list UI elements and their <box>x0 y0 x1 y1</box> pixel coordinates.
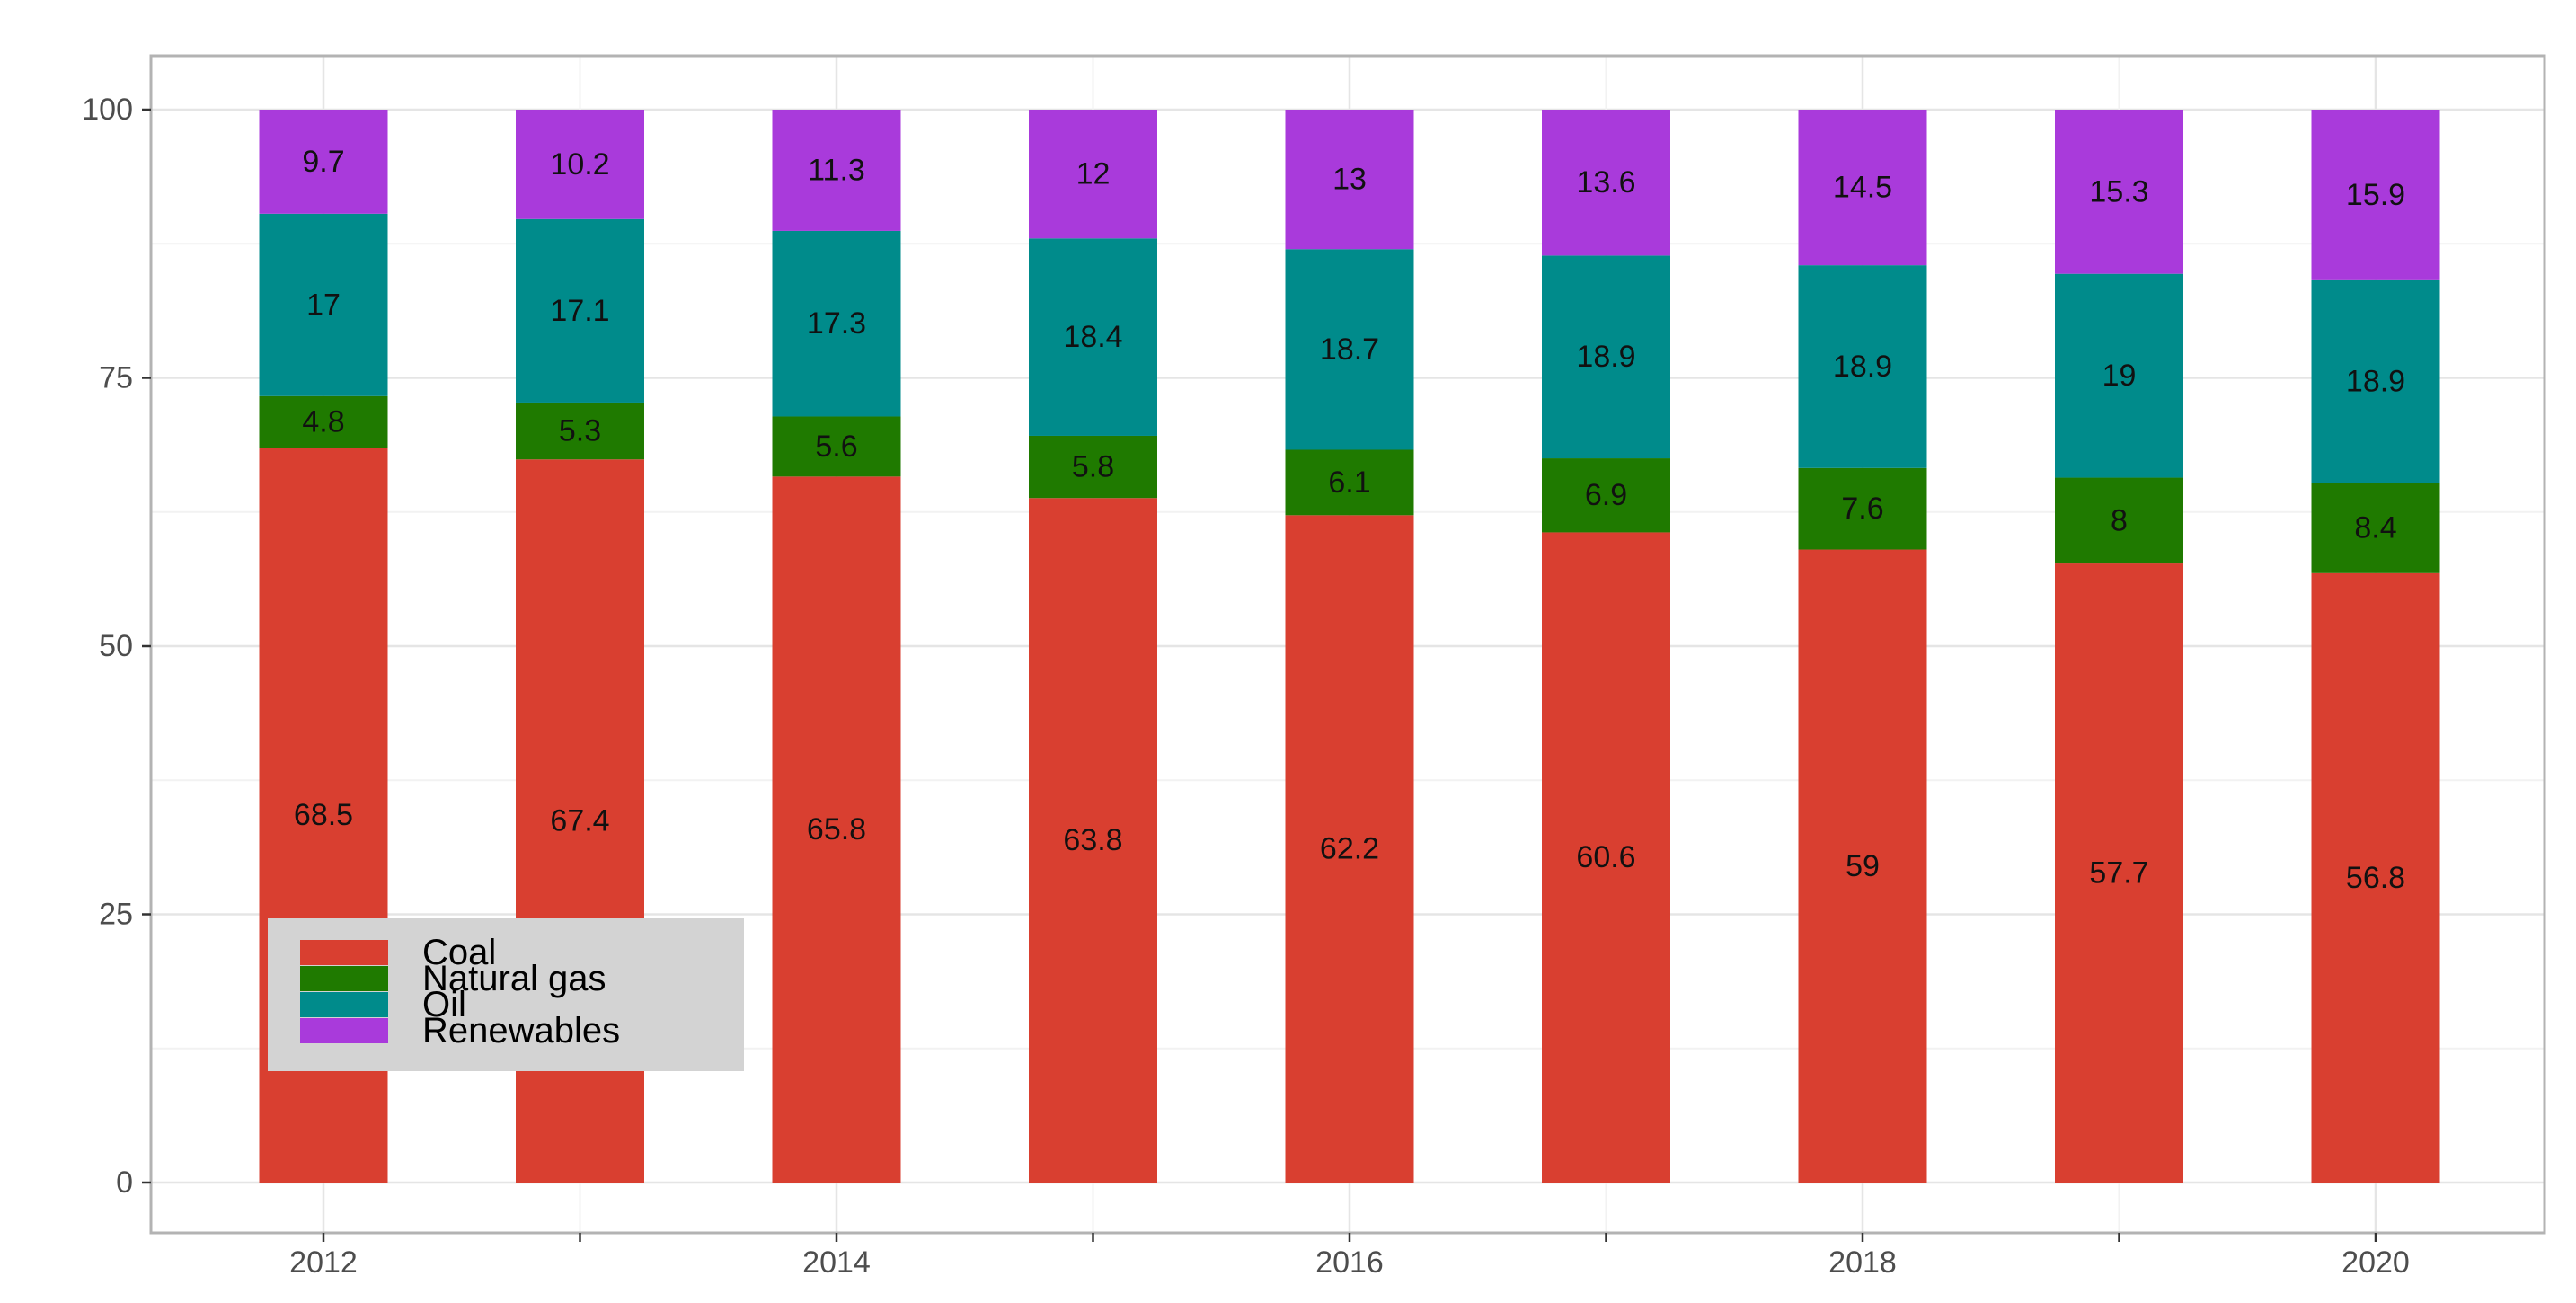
data-label: 8.4 <box>2354 511 2396 545</box>
data-label: 60.6 <box>1576 840 1635 874</box>
data-label: 68.5 <box>294 798 353 832</box>
data-label: 11.3 <box>808 153 865 187</box>
bar-oil-2019 <box>2055 273 2183 478</box>
data-label: 18.7 <box>1320 332 1379 367</box>
panel-border <box>149 54 2546 1235</box>
bar-natural-gas-2017 <box>1542 458 1670 533</box>
axes: 0 25 50 75 100 2012 2014 2016 2018 2020 <box>82 54 2546 1280</box>
data-label: 18.9 <box>1833 350 1892 384</box>
data-label: 6.1 <box>1328 465 1370 500</box>
x-axis-tick-label: 2012 <box>289 1245 358 1280</box>
data-label: 4.8 <box>302 404 344 439</box>
bar-natural-gas-2015 <box>1029 435 1157 499</box>
legend-key-renewables <box>300 1018 388 1043</box>
data-label: 18.9 <box>1576 340 1635 374</box>
bar-renewables-2018 <box>1798 110 1927 266</box>
bar-renewables-2016 <box>1285 110 1414 250</box>
bar-oil-2012 <box>259 213 388 396</box>
bar-coal-2015 <box>1029 498 1157 1183</box>
y-axis-tick-label: 0 <box>116 1166 133 1200</box>
data-label: 15.3 <box>2089 174 2148 208</box>
legend-label: Oil <box>422 985 466 1024</box>
data-label: 67.4 <box>550 804 609 838</box>
bar-renewables-2014 <box>772 110 901 231</box>
data-label: 56.8 <box>2346 861 2405 895</box>
bar-coal-2019 <box>2055 563 2183 1183</box>
data-label: 17.3 <box>807 306 866 341</box>
legend-label: Renewables <box>422 1011 620 1050</box>
bar-coal-2018 <box>1798 549 1927 1183</box>
bar-natural-gas-2020 <box>2311 483 2440 573</box>
bar-natural-gas-2012 <box>259 395 388 448</box>
bar-natural-gas-2013 <box>516 402 644 460</box>
bar-oil-2020 <box>2311 279 2440 483</box>
legend-key-coal <box>300 940 388 965</box>
bar-renewables-2012 <box>259 110 388 214</box>
bar-renewables-2017 <box>1542 110 1670 256</box>
data-label: 8 <box>2111 503 2128 537</box>
bars <box>259 110 2440 1183</box>
data-label: 59 <box>1846 849 1880 883</box>
y-axis-tick-label: 50 <box>99 629 133 663</box>
data-label: 7.6 <box>1841 492 1883 526</box>
legend-key-natural-gas <box>300 966 388 991</box>
legend-label: Coal <box>422 933 496 972</box>
data-label: 18.9 <box>2346 365 2405 399</box>
data-label: 18.4 <box>1063 320 1122 354</box>
data-label: 14.5 <box>1833 171 1892 205</box>
data-label: 12 <box>1076 157 1111 191</box>
y-axis-tick-label: 25 <box>99 898 133 932</box>
data-labels: 68.5 4.8 17 9.7 67.4 5.3 17.1 10.2 65.8 5.6 17.3 11… <box>294 145 2405 895</box>
bar-oil-2018 <box>1798 265 1927 468</box>
bar-natural-gas-2014 <box>772 416 901 477</box>
data-label: 10.2 <box>550 147 609 182</box>
data-label: 5.6 <box>815 430 857 464</box>
bar-renewables-2020 <box>2311 110 2440 280</box>
bar-oil-2013 <box>516 218 644 403</box>
data-label: 5.8 <box>1072 450 1114 484</box>
data-label: 57.7 <box>2089 856 2148 891</box>
data-label: 9.7 <box>302 145 344 179</box>
x-axis-tick-label: 2016 <box>1315 1245 1384 1280</box>
data-label: 19 <box>2102 359 2137 393</box>
bar-renewables-2013 <box>516 110 644 219</box>
bar-renewables-2015 <box>1029 110 1157 239</box>
bar-coal-2016 <box>1285 515 1414 1183</box>
y-axis-tick-label: 75 <box>99 361 133 395</box>
data-label: 62.2 <box>1320 832 1379 866</box>
x-axis-tick-label: 2020 <box>2341 1245 2410 1280</box>
legend-key-oil <box>300 992 388 1017</box>
bar-coal-2020 <box>2311 572 2440 1183</box>
data-label: 63.8 <box>1063 823 1122 857</box>
bar-natural-gas-2019 <box>2055 477 2183 564</box>
data-label: 17.1 <box>550 294 609 328</box>
data-label: 65.8 <box>807 812 866 847</box>
bar-oil-2017 <box>1542 255 1670 459</box>
data-label: 6.9 <box>1585 478 1627 512</box>
x-axis-tick-label: 2018 <box>1828 1245 1897 1280</box>
bar-natural-gas-2018 <box>1798 467 1927 550</box>
bar-oil-2014 <box>772 230 901 417</box>
bar-coal-2014 <box>772 476 901 1183</box>
data-label: 13 <box>1332 163 1367 197</box>
x-axis-tick-label: 2014 <box>802 1245 871 1280</box>
legend-label: Natural gas <box>422 959 606 998</box>
bar-coal-2017 <box>1542 532 1670 1183</box>
bar-oil-2016 <box>1285 249 1414 450</box>
bar-renewables-2019 <box>2055 110 2183 274</box>
data-label: 13.6 <box>1576 165 1635 199</box>
data-label: 5.3 <box>559 414 601 448</box>
bar-oil-2015 <box>1029 238 1157 436</box>
data-label: 17 <box>306 288 341 322</box>
data-label: 15.9 <box>2346 178 2405 212</box>
y-axis-tick-label: 100 <box>82 93 133 127</box>
bar-natural-gas-2016 <box>1285 449 1414 516</box>
